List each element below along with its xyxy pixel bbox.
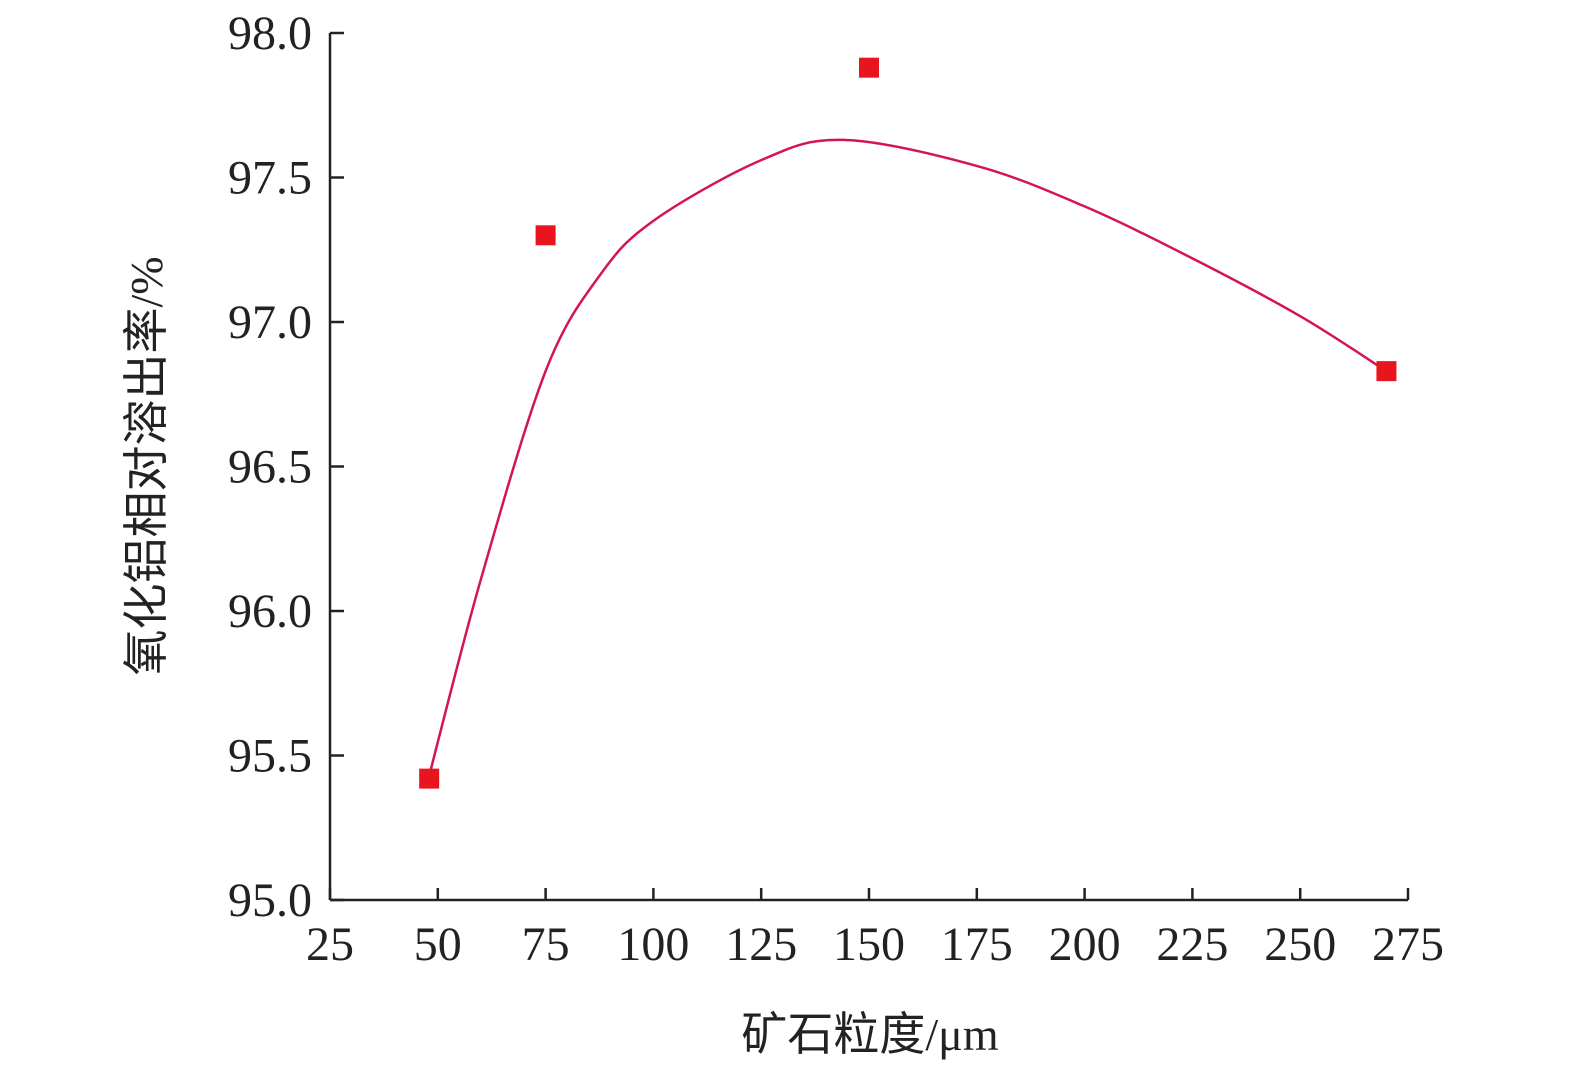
y-axis-label: 氧化铝相对溶出率/% — [121, 256, 172, 675]
x-tick-label: 225 — [1156, 918, 1228, 971]
fit-curve — [427, 138, 1388, 777]
x-tick-label: 175 — [941, 918, 1013, 971]
y-tick-label: 97.0 — [228, 296, 312, 349]
x-tick-label: 275 — [1372, 918, 1444, 971]
x-tick-label: 250 — [1264, 918, 1336, 971]
y-tick-label: 96.5 — [228, 441, 312, 494]
point — [1376, 361, 1397, 382]
x-tick-label: 75 — [522, 918, 570, 971]
x-tick-label: 25 — [306, 918, 354, 971]
x-tick-label: 50 — [414, 918, 462, 971]
x-tick-label: 150 — [833, 918, 905, 971]
x-tick-label: 200 — [1049, 918, 1121, 971]
point — [419, 768, 440, 789]
point — [859, 57, 879, 78]
y-tick-label: 96.0 — [228, 585, 312, 638]
y-tick-label: 95.5 — [228, 730, 312, 783]
y-tick-label: 97.5 — [228, 152, 312, 205]
x-tick-label: 125 — [725, 918, 797, 971]
y-tick-label: 98.0 — [228, 7, 312, 60]
y-tick-label: 95.0 — [228, 874, 312, 927]
x-axis-label: 矿石粒度/μm — [741, 1009, 998, 1060]
x-tick-label: 100 — [617, 918, 689, 971]
point — [535, 225, 556, 246]
